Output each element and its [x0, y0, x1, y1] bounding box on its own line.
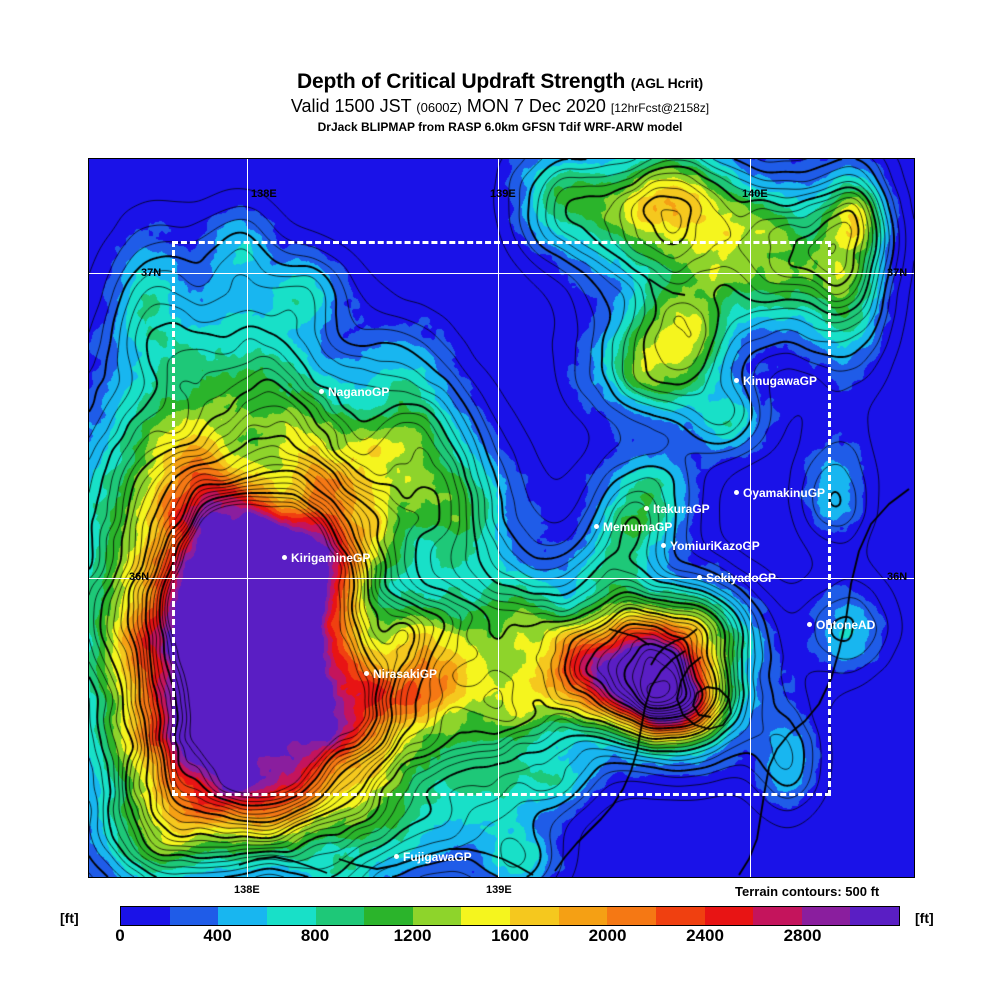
colorbar-segment [704, 907, 754, 925]
valid-date: MON 7 Dec 2020 [466, 96, 606, 116]
colorbar-tick: 400 [203, 926, 232, 945]
station-label: NirasakiGP [373, 666, 438, 681]
colorbar-unit-left: [ft] [60, 910, 79, 926]
gridline-139e [498, 159, 499, 877]
gridlabel-36n-left: 36N [129, 571, 150, 583]
colorbar-segment [315, 907, 365, 925]
axislabel-139e-bottom: 139E [486, 884, 512, 896]
valid-prefix: Valid 1500 JST [290, 96, 412, 116]
station-label: KirigamineGP [291, 550, 371, 565]
gridlabel-37n-right: 37N [887, 267, 908, 279]
title-main: Depth of Critical Updraft Strength [297, 70, 626, 93]
colorbar-tick: 800 [300, 926, 330, 945]
gridline-138e [247, 159, 248, 877]
colorbar-segment [266, 907, 316, 925]
forecast-stamp: [12hrFcst@2158z] [610, 101, 710, 115]
station-marker[interactable]: ItakuraGP [644, 502, 710, 515]
station-label: SekiyadoGP [706, 570, 777, 585]
station-dot-icon [807, 622, 812, 628]
station-marker[interactable]: KirigamineGP [282, 551, 370, 564]
colorbar-tick: 2400 [686, 926, 724, 945]
station-label: YomiuriKazoGP [670, 538, 760, 553]
colorbar-tick: 0 [115, 926, 125, 945]
axislabel-138e-bottom: 138E [234, 884, 260, 896]
station-marker[interactable]: FujigawaGP [394, 850, 472, 863]
gridline-140e [750, 159, 751, 877]
colorbar-tick: 1200 [393, 926, 432, 945]
station-marker[interactable]: OhtoneAD [807, 618, 875, 631]
station-dot-icon [364, 671, 369, 677]
map-raster [89, 159, 914, 877]
station-marker[interactable]: MemumaGP [594, 520, 672, 533]
gridline-36n [89, 578, 914, 579]
colorbar-tick: 2000 [588, 926, 627, 945]
station-marker[interactable]: SekiyadoGP [697, 571, 776, 584]
colorbar-segment [607, 907, 656, 925]
weather-map[interactable]: 138E 139E 140E 37N 37N 36N 36N NaganoGP K… [88, 158, 915, 878]
station-marker[interactable]: YomiuriKazoGP [661, 539, 760, 552]
colorbar-segment [218, 907, 267, 925]
forecast-domain-box [172, 241, 831, 796]
title-main-suffix: (AGL Hcrit) [630, 75, 703, 91]
station-dot-icon [697, 575, 702, 581]
colorbar-segment [121, 907, 170, 925]
colorbar-tick: 2800 [783, 926, 822, 945]
station-dot-icon [734, 490, 739, 496]
colorbar-segment [510, 907, 559, 925]
colorbar-segment [753, 907, 802, 925]
gridlabel-138e-top: 138E [251, 188, 277, 200]
gridlabel-37n-left: 37N [141, 267, 162, 279]
colorbar-segment [461, 907, 510, 925]
colorbar-segment [169, 907, 219, 925]
gridline-37n [89, 273, 914, 274]
station-dot-icon [594, 524, 599, 530]
colorbar-segment [801, 907, 851, 925]
colorbar-segment [655, 907, 705, 925]
station-dot-icon [661, 543, 666, 549]
colorbar-segment [558, 907, 608, 925]
station-label: ItakuraGP [653, 501, 710, 516]
station-dot-icon [734, 378, 739, 384]
colorbar-segment [364, 907, 413, 925]
station-dot-icon [644, 506, 649, 512]
colorbar-tick: 1600 [491, 926, 529, 945]
station-dot-icon [319, 389, 324, 395]
station-label: NaganoGP [328, 384, 390, 399]
valid-utc: (0600Z) [416, 100, 462, 115]
model-source: DrJack BLIPMAP from RASP 6.0km GFSN Tdif… [317, 120, 683, 134]
station-marker[interactable]: OyamakinuGP [734, 486, 825, 499]
station-marker[interactable]: NirasakiGP [364, 667, 437, 680]
station-marker[interactable]: KinugawaGP [734, 374, 817, 387]
page-title: Depth of Critical Updraft Strength (AGL … [0, 70, 1000, 95]
terrain-contour-note: Terrain contours: 500 ft [735, 884, 880, 899]
station-dot-icon [394, 854, 399, 860]
station-marker[interactable]: NaganoGP [319, 385, 389, 398]
title-block: Depth of Critical Updraft Strength (AGL … [0, 70, 1000, 135]
gridlabel-36n-right: 36N [887, 571, 908, 583]
gridlabel-140e-top: 140E [742, 188, 768, 200]
gridlabel-139e-top: 139E [490, 188, 516, 200]
colorbar-segment [412, 907, 462, 925]
colorbar-unit-right: [ft] [915, 910, 934, 926]
station-label: FujigawaGP [403, 849, 472, 864]
colorbar[interactable] [120, 906, 900, 926]
colorbar-segment [850, 907, 899, 925]
station-label: KinugawaGP [743, 373, 818, 388]
station-label: MemumaGP [603, 519, 673, 534]
station-label: OhtoneAD [816, 617, 876, 632]
station-label: OyamakinuGP [743, 485, 826, 500]
station-dot-icon [282, 555, 287, 561]
valid-line: Valid 1500 JST (0600Z) MON 7 Dec 2020 [1… [0, 95, 1000, 119]
